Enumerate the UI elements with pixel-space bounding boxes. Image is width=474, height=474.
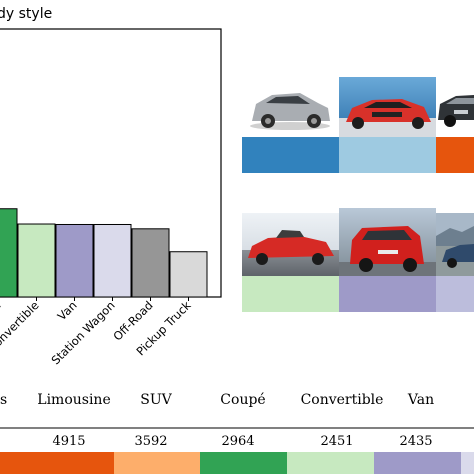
thumbnail-red-small-van <box>339 208 436 276</box>
thumbnail-color-strip <box>436 276 474 312</box>
thumbnail-grid <box>242 77 474 312</box>
table-value-cell: 4915 <box>52 434 85 449</box>
thumbnail-color-strip <box>436 137 474 173</box>
thumbnail-red-convertible <box>242 213 339 276</box>
thumbnail-blue-car <box>436 213 474 276</box>
table-color-cell <box>374 452 461 474</box>
table-header-cell: Convertible <box>301 392 384 408</box>
table-value-cell: 2964 <box>221 434 254 449</box>
table-color-cell <box>461 452 474 474</box>
table-color-cell <box>287 452 374 474</box>
table-header-cell: Coupé <box>220 392 265 408</box>
thumbnail-color-strip <box>242 137 339 173</box>
table-value-cell: 3592 <box>134 434 167 449</box>
table-color-cell <box>200 452 287 474</box>
bar-station-wagon <box>93 223 132 298</box>
table-value-cell: 2435 <box>399 434 432 449</box>
thumbnail-silver-hatchback <box>242 77 339 137</box>
table-color-cell <box>0 452 27 474</box>
bar-convertible <box>17 223 56 298</box>
bar-coup- <box>0 208 18 298</box>
table-header-cell: Van <box>407 392 434 408</box>
bar-off-road <box>131 228 170 298</box>
thumbnail-color-strip <box>339 137 436 173</box>
thumbnail-dark-limousine <box>436 77 474 137</box>
table-value-cell: 2451 <box>320 434 353 449</box>
x-tick-label: Convertible <box>0 298 42 355</box>
thumbnail-color-strip <box>242 276 339 312</box>
table-header-cell: s <box>0 392 7 408</box>
summary-table: s Limousine SUV Coupé Convertible Van 4915 359… <box>0 392 474 474</box>
bar-pickup-truck <box>169 251 208 298</box>
table-color-cell <box>114 452 200 474</box>
thumbnail-red-sports-coupe <box>339 77 436 137</box>
table-color-cell <box>27 452 114 474</box>
x-tick-label: Van <box>55 298 80 323</box>
table-header-cell: SUV <box>140 392 172 408</box>
table-header-cell: Limousine <box>37 392 110 408</box>
chart-title: dy style <box>0 6 53 22</box>
bar-van <box>55 223 94 298</box>
thumbnail-color-strip <box>339 276 436 312</box>
